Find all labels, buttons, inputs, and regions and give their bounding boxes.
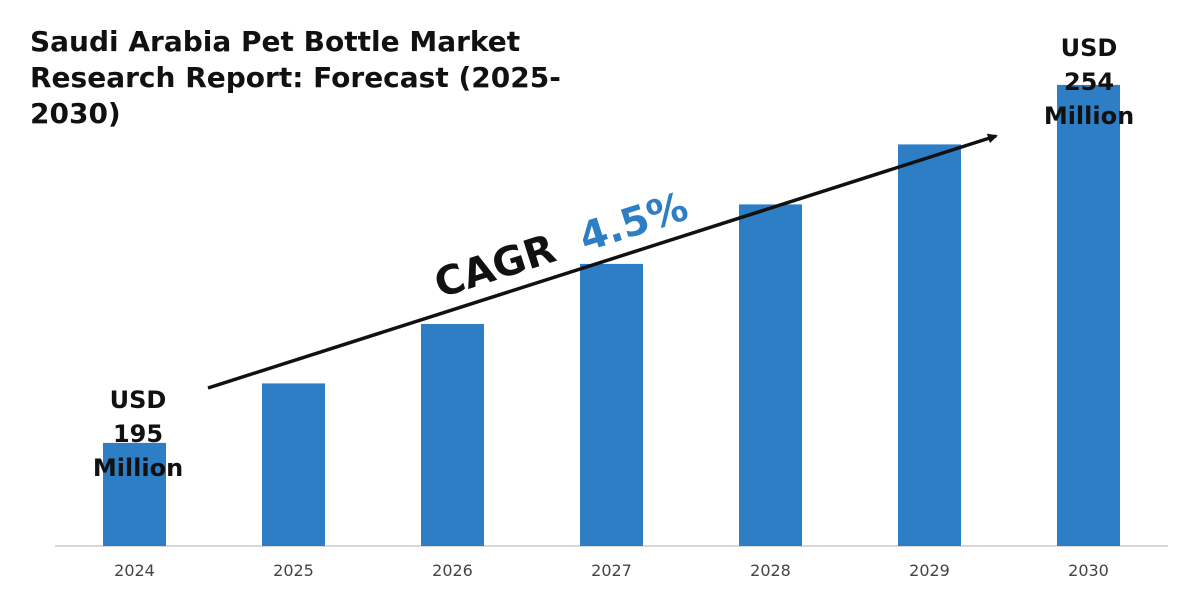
end-value-callout: USD 254 Million <box>1044 34 1134 130</box>
x-tick-labels: 2024 2025 2026 2027 2028 2029 2030 <box>114 561 1109 580</box>
bar-2024 <box>103 442 166 546</box>
end-callout-line-3: Million <box>1044 102 1134 130</box>
bar-2029 <box>898 144 961 546</box>
x-tick-label-2026: 2026 <box>432 561 473 580</box>
x-tick-label-2025: 2025 <box>273 561 314 580</box>
x-tick-label-2028: 2028 <box>750 561 791 580</box>
start-value-callout: USD 195 Million <box>93 386 183 482</box>
start-callout-line-2: 195 <box>113 420 163 448</box>
bar-2025 <box>262 383 325 546</box>
end-callout-line-2: 254 <box>1064 68 1114 96</box>
x-tick-label-2027: 2027 <box>591 561 632 580</box>
bars-group <box>103 84 1120 547</box>
cagr-trend-arrow <box>207 133 998 390</box>
end-callout-line-1: USD <box>1061 34 1118 62</box>
bar-2026 <box>421 324 484 546</box>
x-tick-label-2030: 2030 <box>1068 561 1109 580</box>
bar-2027 <box>580 263 643 546</box>
x-tick-label-2029: 2029 <box>909 561 950 580</box>
bar-2030 <box>1057 84 1120 547</box>
start-callout-line-3: Million <box>93 454 183 482</box>
start-callout-line-1: USD <box>110 386 167 414</box>
cagr-value: 4.5% <box>574 184 694 262</box>
bar-2028 <box>739 204 802 546</box>
x-tick-label-2024: 2024 <box>114 561 155 580</box>
chart-title: Saudi Arabia Pet Bottle Market Research … <box>30 25 561 130</box>
